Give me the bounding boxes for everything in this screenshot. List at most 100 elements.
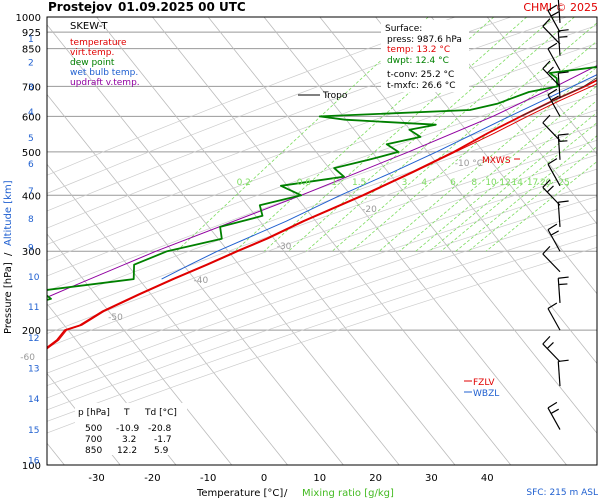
wind-barb [557, 276, 569, 303]
altitude-tick-label: 5 [28, 134, 34, 144]
wind-barb [542, 60, 561, 87]
surface-pressure: press: 987.6 hPa [387, 35, 462, 45]
dry-adiabat [47, 154, 597, 348]
sounding-datetime: 01.09.2025 00 UTC [118, 0, 246, 14]
mixing-ratio-label: 17 [527, 178, 538, 188]
isotherm-line [152, 17, 512, 465]
mixing-ratio-label: 1.5 [352, 178, 366, 188]
isotherm-line [319, 17, 597, 365]
table-row-850-p: 850 [85, 446, 102, 456]
temperature-tick-label: 0 [261, 473, 267, 484]
dry-adiabat [47, 60, 597, 261]
plot-frame [46, 16, 598, 466]
wind-barb [542, 114, 561, 141]
temperature-tick-label: -30 [88, 473, 104, 484]
dry-adiabat [47, 17, 567, 212]
tropopause-label: Tropo [322, 91, 348, 101]
dry-adiabat [47, 222, 597, 411]
mixing-ratio-label: 0.2 [237, 178, 251, 188]
updraft-virtual-temperature-line [47, 64, 597, 298]
mixing-ratio-label: 0.6 [297, 178, 312, 188]
altitude-tick-label: 15 [28, 426, 39, 436]
isotherm-line [263, 17, 597, 434]
table-row-850-t: 12.2 [117, 446, 137, 456]
isotherm-label: -30 [277, 242, 292, 252]
dry-adiabat [47, 139, 597, 335]
surface-title: Surface: [385, 24, 422, 34]
pressure-tick-label: 500 [22, 148, 41, 159]
table-row-700-p: 700 [85, 435, 102, 445]
max-forecast-temperature: t-mxfc: 26.6 °C [387, 81, 456, 91]
altitude-tick-label: 11 [28, 303, 39, 313]
isotherm-line [47, 303, 177, 465]
altitude-tick-label: 8 [28, 215, 34, 225]
x-axis-title-mixing-ratio: Mixing ratio [g/kg] [302, 488, 394, 499]
dry-adiabat [47, 124, 597, 321]
mixing-ratio-label: 4 [421, 178, 427, 188]
pressure-tick-label: 700 [22, 82, 41, 93]
mixing-ratio-label: 8 [471, 178, 477, 188]
legend-item-temperature: temperature [70, 38, 127, 48]
convective-temperature: t-conv: 25.2 °C [387, 70, 454, 80]
mixing-ratio-line [331, 22, 597, 252]
legend: SKEW-T temperature virt.temp. dew point … [70, 21, 140, 88]
surface-info-bg [381, 20, 469, 92]
altitude-tick-label: 1 [28, 35, 34, 45]
isotherm-line [47, 93, 344, 465]
wind-barb [547, 223, 561, 252]
table-row-500-p: 500 [85, 424, 102, 434]
mixing-ratio-label: 25 [558, 178, 569, 188]
mixing-ratio-label: 3 [402, 178, 408, 188]
table-row-500-t: -10.9 [116, 424, 140, 434]
altitude-tick-label: 10 [28, 273, 40, 283]
wind-barb [557, 200, 569, 227]
mixing-ratio-line [440, 122, 597, 252]
y-axis-title: Pressure [hPa] [3, 262, 14, 334]
mixing-ratio-label: 6 [450, 178, 456, 188]
altitude-tick-label: 4 [28, 108, 34, 118]
dry-adiabat [47, 182, 597, 374]
surface-temperature: temp: 13.2 °C [387, 45, 450, 55]
dry-adiabat [47, 196, 597, 386]
altitude-tick-label: 13 [28, 364, 39, 374]
wind-barb [547, 4, 561, 33]
table-header-p: p [hPa] [78, 408, 110, 418]
isotherm-line [431, 17, 597, 225]
wind-barb [542, 179, 561, 206]
table-row-700-td: -1.7 [154, 435, 172, 445]
altitude-tick-label: 6 [28, 160, 34, 170]
mixing-ratio-line [378, 66, 597, 252]
pressure-tick-label: 300 [22, 247, 41, 258]
dry-adiabat [47, 109, 597, 307]
table-row-500-td: -20.8 [148, 424, 172, 434]
wet-bulb-temperature-line [161, 74, 597, 280]
mixing-ratio-label: 1 [331, 178, 337, 188]
surface-dewpoint: dwpt: 12.4 °C [387, 56, 449, 66]
isotherm-label: -20 [362, 205, 377, 215]
isotherm-label: -50 [108, 313, 123, 323]
x-axis-title-separator: / [284, 488, 288, 499]
isotherm-line [486, 17, 597, 155]
mixing-ratio-label: 20 [540, 178, 552, 188]
fzlv-label: FZLV [473, 378, 495, 388]
temperature-tick-label: 30 [425, 473, 438, 484]
dry-adiabat [47, 43, 597, 245]
mixing-ratio-label: 14 [511, 178, 523, 188]
altitude-tick-label: 14 [28, 395, 40, 405]
pressure-tick-label: 1000 [16, 13, 41, 24]
parcel-lift-line [520, 77, 597, 117]
surface-altitude-label: SFC: 215 m ASL [526, 488, 598, 498]
isotherm-line [47, 24, 400, 465]
pressure-tick-label: 100 [22, 461, 41, 472]
pressure-tick-label: 400 [22, 191, 41, 202]
wind-barb [547, 302, 561, 331]
dry-adiabat [47, 25, 597, 229]
wind-barb [542, 18, 561, 45]
mixing-ratio-label: 12 [499, 178, 510, 188]
temperature-tick-label: -10 [200, 473, 216, 484]
dry-adiabat [47, 77, 597, 277]
mixing-ratio-label: 10 [485, 178, 497, 188]
wind-barb [547, 42, 561, 71]
temperature-tick-label: -20 [144, 473, 160, 484]
